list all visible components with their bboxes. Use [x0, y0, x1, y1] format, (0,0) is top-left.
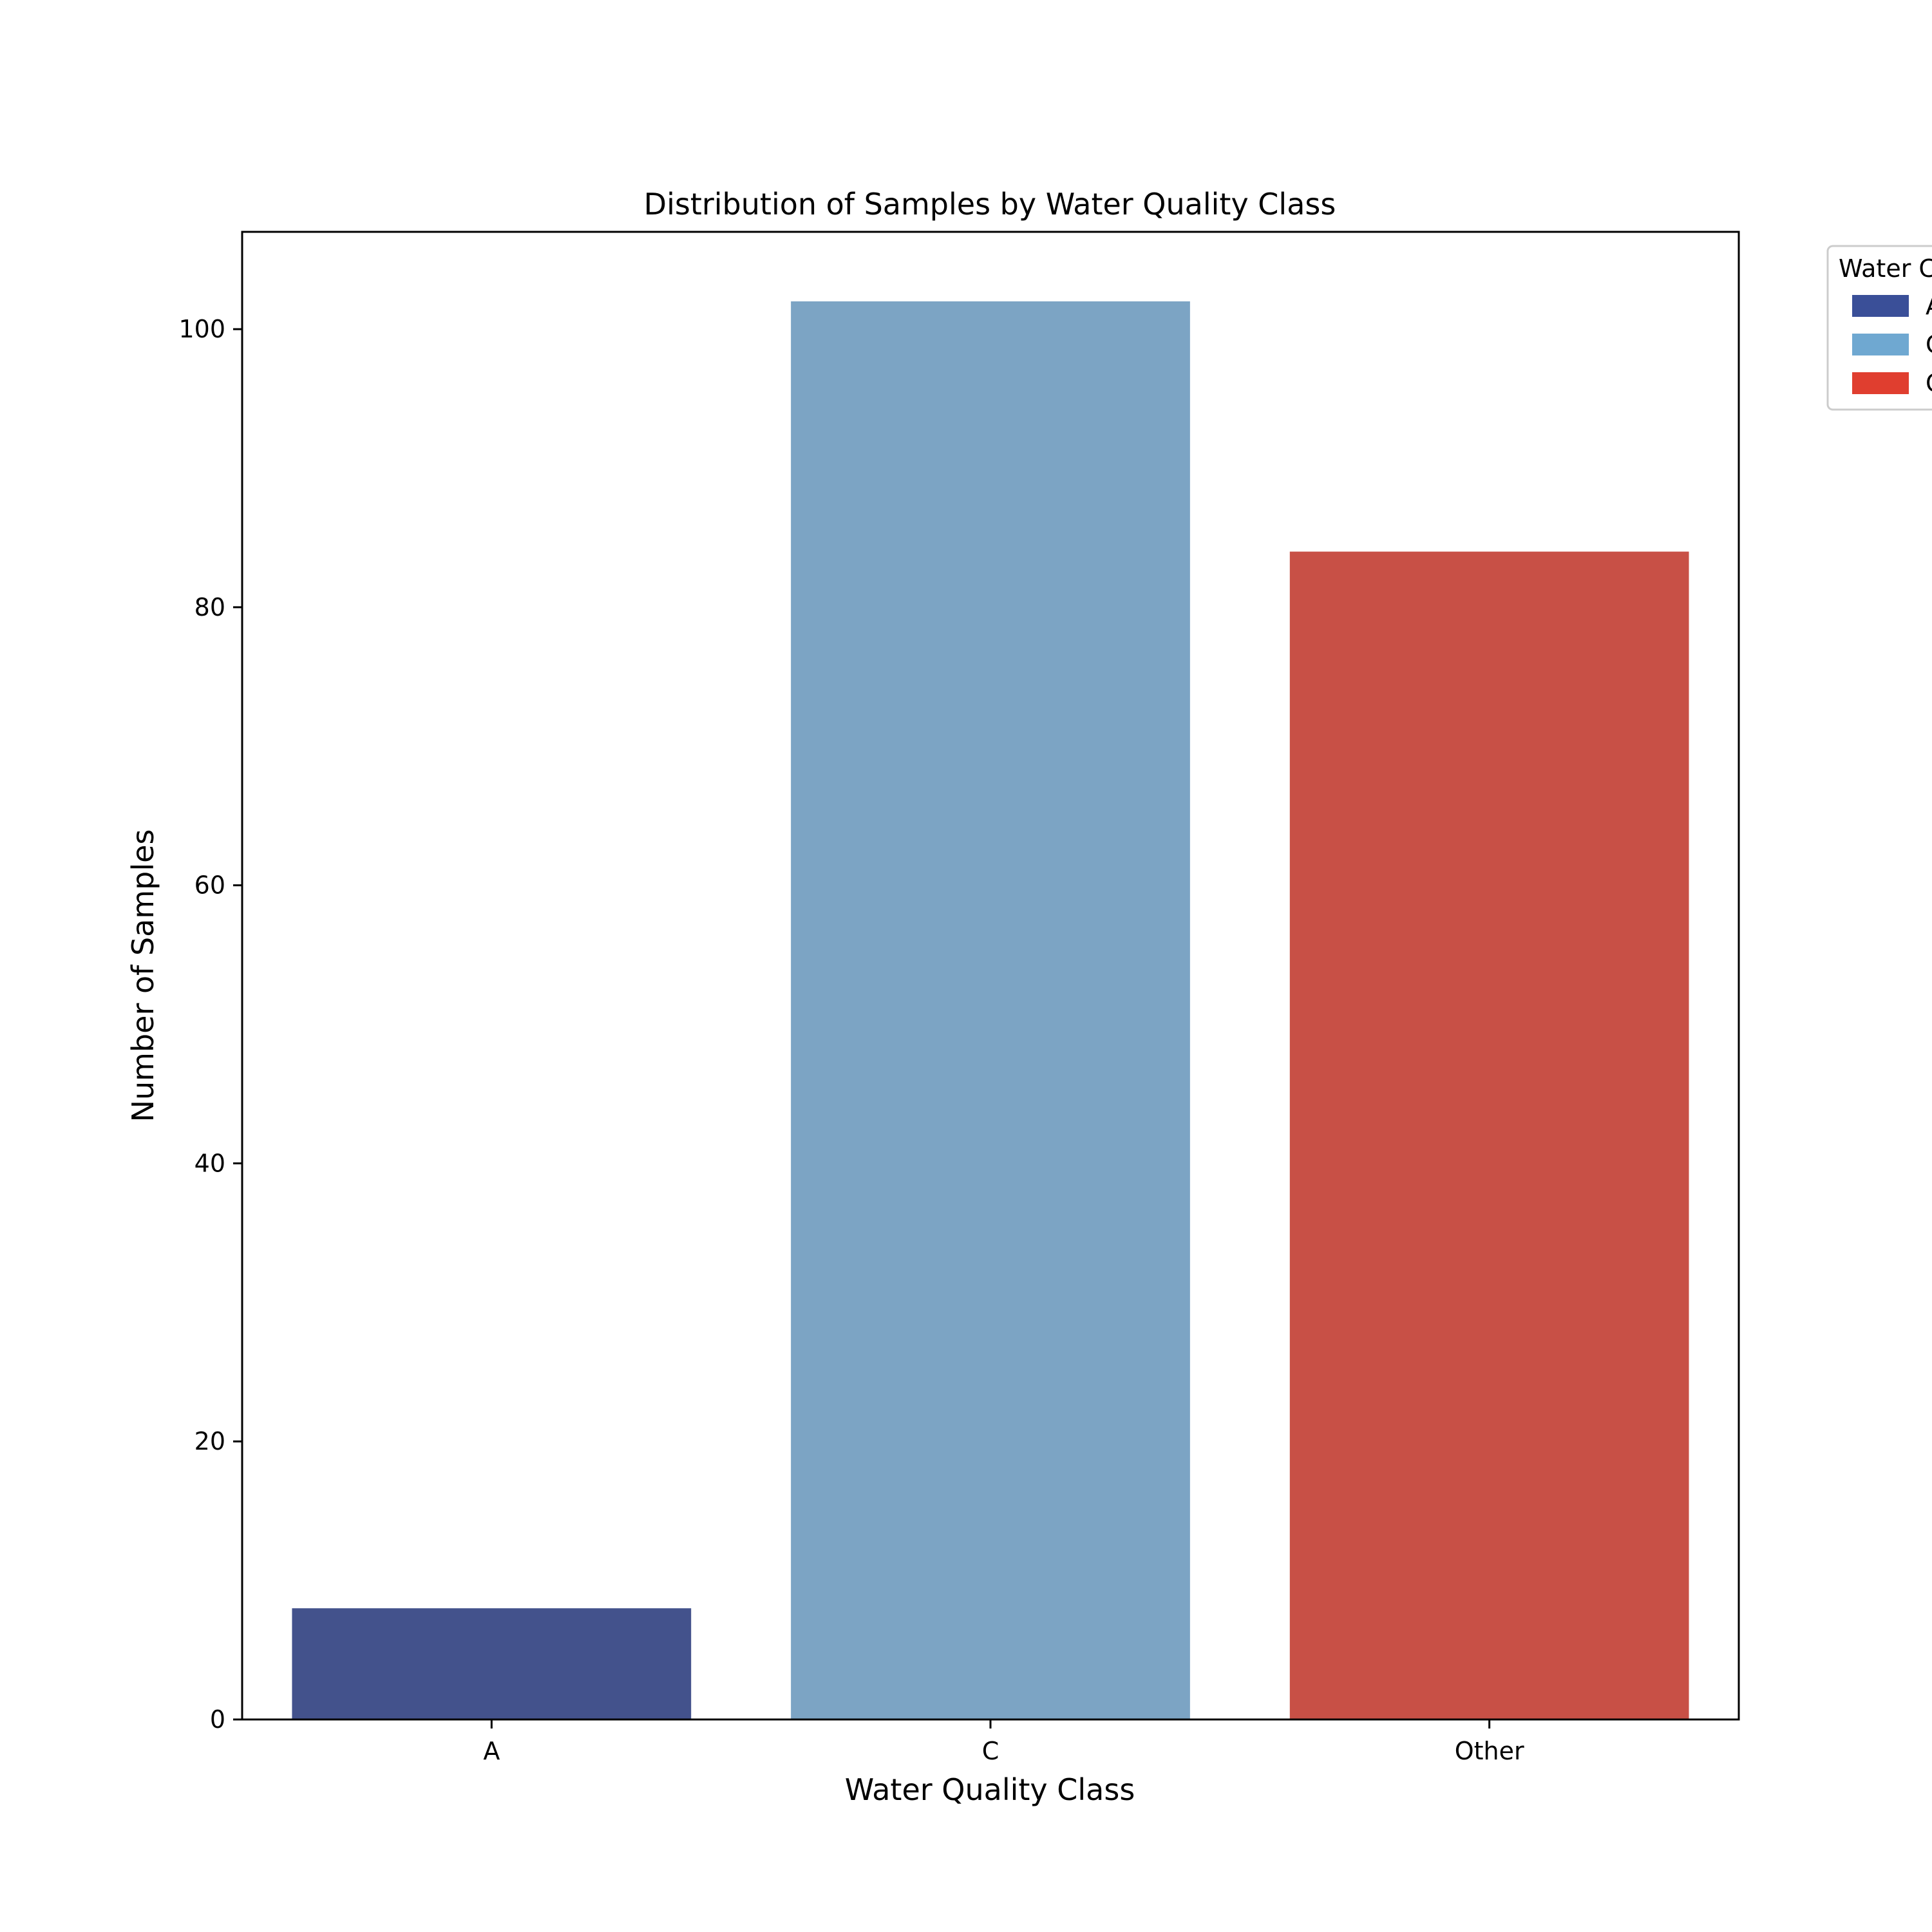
legend: Water CACC [1826, 245, 1932, 411]
y-tick-label: 100 [178, 315, 225, 343]
y-tick-label: 0 [210, 1705, 225, 1734]
x-tick-label: C [982, 1737, 999, 1765]
bar-a [292, 1608, 692, 1719]
legend-title: Water C [1839, 254, 1932, 283]
legend-entry-label: C [1926, 369, 1932, 397]
legend-swatch [1852, 372, 1909, 394]
legend-entry-label: C [1926, 330, 1932, 359]
legend-entry-label: A [1926, 292, 1932, 320]
legend-swatch [1852, 295, 1909, 317]
bars-group [292, 301, 1689, 1720]
y-tick-label: 80 [194, 593, 225, 621]
bar-c [791, 301, 1190, 1720]
axes-group: 0 20 40 60 80 100 A C Other [178, 231, 1740, 1765]
bar-other [1289, 551, 1689, 1720]
legend-box [1826, 245, 1932, 411]
legend-swatch [1852, 334, 1909, 355]
y-tick-label: 20 [194, 1427, 225, 1455]
y-tick-label: 40 [194, 1149, 225, 1177]
chart-title: Distribution of Samples by Water Quality… [644, 187, 1336, 222]
x-tick-label: Other [1455, 1737, 1524, 1765]
x-axis-label: Water Quality Class [845, 1772, 1135, 1807]
x-tick-label: A [483, 1737, 500, 1765]
y-tick-label: 60 [194, 871, 225, 900]
y-axis-label: Number of Samples [126, 829, 160, 1122]
